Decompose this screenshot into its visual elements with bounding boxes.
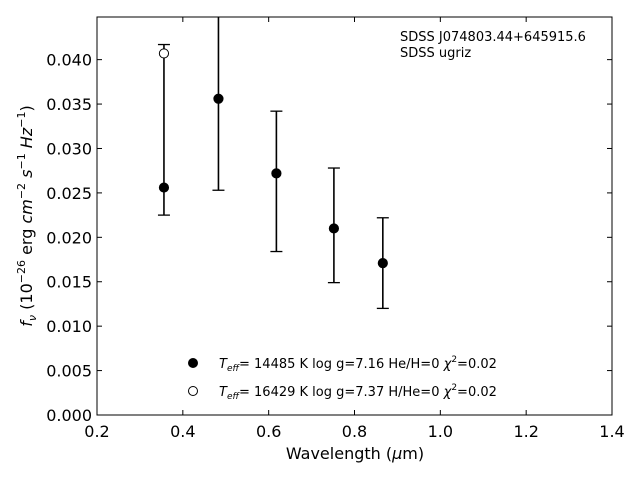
x-tick-label: 1.4 — [599, 422, 624, 441]
y-tick-label: 0.035 — [46, 95, 92, 114]
legend-marker-open — [188, 386, 198, 396]
legend-entry-1: Teff= 14485 K log g=7.16 He/H=0 χ2=0.02 — [219, 355, 497, 374]
x-tick-label: 1.0 — [428, 422, 453, 441]
x-tick-label: 0.6 — [256, 422, 281, 441]
data-point-filled — [377, 257, 388, 269]
x-tick-label: 0.4 — [170, 422, 195, 441]
y-axis-ticks: 0.000 0.005 0.010 0.015 0.020 0.025 0.030 0.035… — [46, 51, 612, 425]
data-point-filled — [271, 168, 282, 179]
y-tick-label: 0.000 — [46, 406, 92, 425]
data-point-filled — [158, 182, 170, 193]
data-point-open — [158, 48, 170, 59]
x-tick-label: 0.2 — [84, 422, 109, 441]
legend: Teff= 14485 K log g=7.16 He/H=0 χ2=0.02 … — [188, 355, 497, 402]
y-tick-label: 0.030 — [46, 139, 92, 158]
y-tick-label: 0.025 — [46, 184, 92, 203]
y-axis-label: fν (10−26 erg cm−2 s−1 Hz−1) — [15, 105, 39, 326]
x-axis-label: Wavelength (μm) — [286, 444, 424, 463]
photometry-annotation: SDSS ugriz — [400, 46, 471, 61]
y-tick-label: 0.005 — [46, 362, 92, 381]
legend-entry-2: Teff= 16429 K log g=7.37 H/He=0 χ2=0.02 — [219, 383, 497, 402]
object-name-annotation: SDSS J074803.44+645915.6 — [400, 30, 586, 45]
legend-marker-filled — [188, 358, 198, 368]
data-point-filled — [328, 223, 339, 234]
y-tick-label: 0.015 — [46, 273, 92, 292]
y-tick-label: 0.040 — [46, 51, 92, 70]
x-axis-ticks: 0.2 0.4 0.6 0.8 1.0 1.2 1.4 — [84, 17, 625, 441]
x-tick-label: 0.8 — [342, 422, 367, 441]
data-point-filled — [213, 93, 224, 104]
y-tick-label: 0.010 — [46, 317, 92, 336]
plot-frame — [96, 16, 613, 416]
data-marks — [157, 17, 389, 310]
y-tick-label: 0.020 — [46, 228, 92, 247]
x-tick-label: 1.2 — [513, 422, 538, 441]
